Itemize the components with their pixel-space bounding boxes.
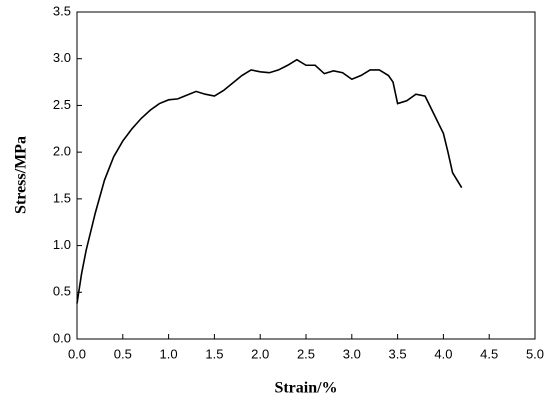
y-axis-title: Stress/MPa xyxy=(13,136,30,214)
x-tick-label: 0.5 xyxy=(114,346,132,361)
x-tick-label: 5.0 xyxy=(526,346,544,361)
x-tick-label: 1.5 xyxy=(205,346,223,361)
y-tick-label: 0.5 xyxy=(53,284,71,299)
x-tick-label: 4.0 xyxy=(434,346,452,361)
y-tick-label: 2.5 xyxy=(53,97,71,112)
x-tick-label: 2.5 xyxy=(297,346,315,361)
x-tick-label: 0.0 xyxy=(68,346,86,361)
y-tick-label: 2.0 xyxy=(53,144,71,159)
x-axis-title: Strain/% xyxy=(274,380,337,397)
x-tick-label: 3.5 xyxy=(389,346,407,361)
x-tick-label: 2.0 xyxy=(251,346,269,361)
x-tick-label: 4.5 xyxy=(480,346,498,361)
y-tick-label: 0.0 xyxy=(53,330,71,345)
x-tick-label: 3.0 xyxy=(343,346,361,361)
x-tick-label: 1.0 xyxy=(160,346,178,361)
y-tick-label: 3.0 xyxy=(53,50,71,65)
y-tick-label: 3.5 xyxy=(53,3,71,18)
y-tick-label: 1.0 xyxy=(53,237,71,252)
y-tick-label: 1.5 xyxy=(53,190,71,205)
data-line xyxy=(76,58,463,304)
plot-frame xyxy=(76,11,536,340)
